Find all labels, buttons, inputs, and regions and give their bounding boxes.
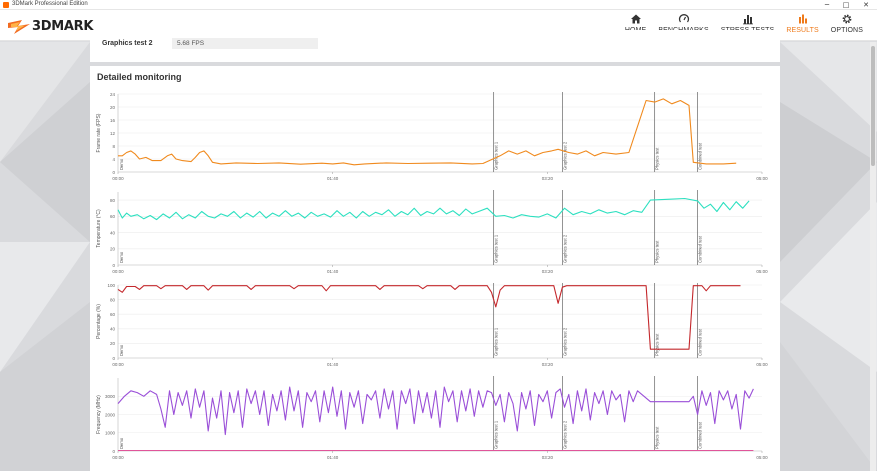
y-tick-label: 60 [110,312,116,317]
y-tick-label: 40 [110,230,116,235]
test-marker-label: Physics test [655,333,660,356]
gear-icon [842,14,852,24]
logo-text: 3DMARK [32,18,94,34]
x-tick-label: 00:00 [112,455,124,460]
test-marker-label: Graphics test 2 [562,234,567,263]
bar-chart-icon [798,14,807,24]
logo-flame-icon [8,20,30,34]
x-tick-label: 00:00 [112,362,124,367]
y-tick-label: 2000 [105,412,116,417]
test-marker-label: Graphics test 1 [494,327,499,356]
close-button[interactable]: ✕ [863,1,869,9]
x-tick-label: 00:00 [112,176,124,181]
y-tick-label: 100 [107,283,115,288]
app-logo[interactable]: 3DMARK [8,16,93,36]
y-tick-label: 8 [112,144,115,149]
y-tick-label: 40 [110,327,116,332]
test-marker-label: Physics test [655,426,660,449]
y-tick-label: 12 [110,131,116,136]
detailed-monitoring-card: Detailed monitoring 0 4 8 12 16 20 24 Frame rat… [90,66,780,471]
scrollbar-thumb[interactable] [871,46,875,166]
y-tick-label: 1000 [105,431,116,436]
series-line [117,386,754,436]
x-tick-label: 01:40 [327,269,339,274]
monitoring-charts: 0 4 8 12 16 20 24 Frame rate (FPS) 00:00 01:40 03:… [96,92,768,460]
graphics-test-2-value: 5.68 FPS [172,38,318,49]
x-tick-label: 03:20 [542,362,554,367]
window-title-bar: 3DMark Professional Edition ─ □ ✕ [0,0,877,10]
x-tick-label: 01:40 [327,176,339,181]
y-tick-label: 80 [110,297,116,302]
y-tick-label: 20 [110,341,116,346]
y-tick-label: 24 [110,92,116,97]
test-marker-label: Demo [119,437,124,449]
detailed-monitoring-title: Detailed monitoring [97,72,182,82]
y-tick-label: 80 [110,198,116,203]
gauge-icon [678,14,689,23]
test-marker-label: Physics test [655,147,660,170]
graphics-test-2-label: Graphics test 2 [102,40,153,47]
bar-chart-icon [742,15,753,25]
y-tick-label: 16 [110,118,116,123]
test-marker-label: Graphics test 1 [494,141,499,170]
y-axis-label: Frequency (MHz) [96,395,102,434]
test-marker-label: Graphics test 2 [562,327,567,356]
page-scrollbar[interactable] [870,42,876,471]
y-axis-label: Percentage (%) [96,304,102,339]
app-icon [3,2,9,8]
x-tick-label: 03:20 [542,455,554,460]
x-tick-label: 03:20 [542,269,554,274]
x-tick-label: 05:00 [756,455,768,460]
result-summary-card: Graphics test 2 5.68 FPS [90,30,780,62]
x-tick-label: 01:40 [327,455,339,460]
x-tick-label: 03:20 [542,176,554,181]
nav-options[interactable]: OPTIONS [831,13,863,34]
home-icon [630,14,641,24]
y-tick-label: 4 [112,157,115,162]
test-marker-label: Graphics test 1 [494,420,499,449]
y-tick-label: 3000 [105,394,116,399]
test-marker-label: Demo [119,251,124,263]
series-line [117,285,741,350]
y-axis-label: Frame rate (FPS) [96,113,102,152]
test-marker-label: Graphics test 2 [562,420,567,449]
test-marker-label: Physics test [655,240,660,263]
test-marker-label: Demo [119,344,124,356]
test-marker-label: Graphics test 1 [494,234,499,263]
x-tick-label: 05:00 [756,176,768,181]
test-marker-label: Combined test [698,235,703,263]
nav-results-label: RESULTS [786,27,819,34]
y-tick-label: 0 [112,449,115,454]
y-tick-label: 0 [112,356,115,361]
series-line [117,197,750,221]
x-tick-label: 00:00 [112,269,124,274]
window-title: 3DMark Professional Edition [12,1,88,7]
minimize-button[interactable]: ─ [824,1,830,9]
test-marker-label: Combined test [698,328,703,356]
nav-results[interactable]: RESULTS [786,13,819,34]
y-tick-label: 0 [112,263,115,268]
y-tick-label: 60 [110,214,116,219]
test-marker-label: Combined test [698,142,703,170]
y-tick-label: 0 [112,170,115,175]
x-tick-label: 01:40 [327,362,339,367]
y-tick-label: 20 [110,247,116,252]
y-tick-label: 20 [110,105,116,110]
test-marker-label: Graphics test 2 [562,141,567,170]
nav-options-label: OPTIONS [830,27,863,34]
x-tick-label: 05:00 [756,269,768,274]
x-tick-label: 05:00 [756,362,768,367]
series-line [118,98,737,166]
y-axis-label: Temperature (°C) [96,209,102,248]
maximize-button[interactable]: □ [842,1,850,9]
test-marker-label: Demo [119,158,124,170]
test-marker-label: Combined test [698,421,703,449]
